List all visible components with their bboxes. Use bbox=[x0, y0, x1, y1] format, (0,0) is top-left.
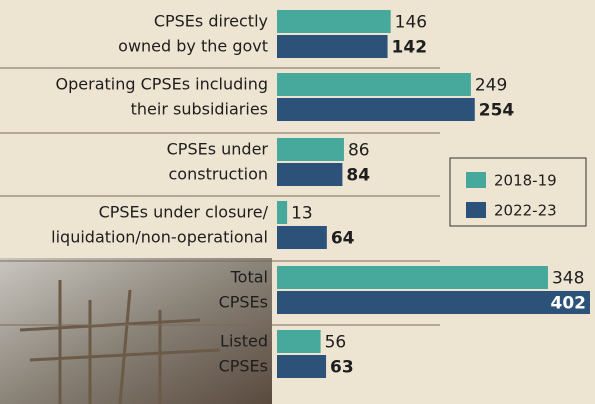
value-label: 64 bbox=[331, 229, 355, 249]
bar bbox=[277, 10, 391, 33]
category-label: CPSEs directly bbox=[154, 12, 268, 31]
category-label: construction bbox=[169, 165, 269, 184]
bar bbox=[277, 266, 548, 289]
category-label: Listed bbox=[220, 332, 268, 351]
bar bbox=[277, 201, 287, 224]
category-label: CPSEs bbox=[219, 357, 268, 376]
value-label: 348 bbox=[552, 269, 584, 289]
value-label: 249 bbox=[475, 76, 507, 96]
legend-label: 2022-23 bbox=[494, 202, 557, 220]
category-label: Operating CPSEs including bbox=[56, 75, 268, 94]
value-label: 56 bbox=[325, 333, 347, 353]
value-label: 402 bbox=[551, 294, 587, 314]
value-label: 146 bbox=[395, 13, 427, 33]
bar bbox=[277, 138, 344, 161]
bar bbox=[277, 330, 321, 353]
bar bbox=[277, 291, 590, 314]
chart: CPSEs directly owned by the govt 146 142 Ope… bbox=[0, 0, 595, 404]
category-label: Total bbox=[230, 268, 268, 287]
value-label: 254 bbox=[479, 101, 515, 121]
category-label: CPSEs under closure/ bbox=[99, 203, 269, 222]
bar bbox=[277, 73, 471, 96]
value-label: 84 bbox=[346, 166, 370, 186]
bar bbox=[277, 355, 326, 378]
bar bbox=[277, 98, 475, 121]
category-label: CPSEs under bbox=[167, 140, 269, 159]
value-label: 13 bbox=[291, 204, 313, 224]
category-label: their subsidiaries bbox=[131, 100, 268, 119]
category-label: owned by the govt bbox=[118, 37, 268, 56]
bar bbox=[277, 163, 342, 186]
page: {"chart_data": {"type": "bar", "orientat… bbox=[0, 0, 595, 404]
category-label: liquidation/non-operational bbox=[51, 228, 268, 247]
bar bbox=[277, 226, 327, 249]
value-label: 63 bbox=[330, 358, 354, 378]
value-label: 142 bbox=[392, 38, 428, 58]
category-label: CPSEs bbox=[219, 293, 268, 312]
bar bbox=[277, 35, 388, 58]
legend-swatch bbox=[466, 202, 486, 218]
value-label: 86 bbox=[348, 141, 370, 161]
legend-swatch bbox=[466, 172, 486, 188]
legend-label: 2018-19 bbox=[494, 172, 557, 190]
